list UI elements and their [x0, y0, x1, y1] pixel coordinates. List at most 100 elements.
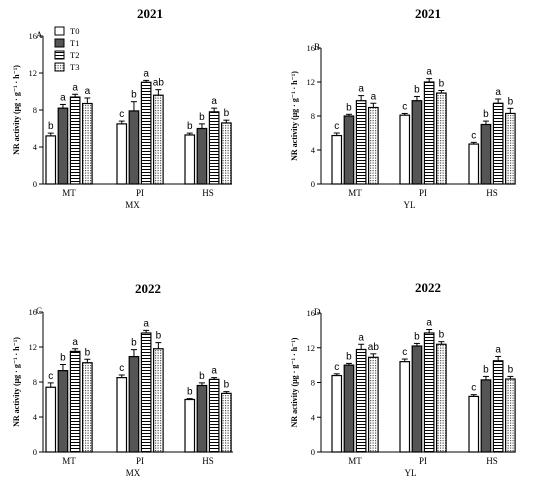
- bar-t1-pi: [411, 100, 423, 185]
- category-label: MT: [62, 456, 76, 466]
- bar-t3-pi: [153, 94, 164, 185]
- significance-letter: b: [439, 79, 445, 90]
- panel-letter: C: [36, 306, 42, 316]
- bar-t1-pi: [128, 110, 140, 185]
- significance-letter: b: [187, 387, 193, 398]
- bar-t0-hs: [468, 143, 480, 185]
- chart-title: 2021: [137, 6, 163, 21]
- category-label: PI: [419, 188, 427, 198]
- bar-t3-mt: [81, 362, 93, 453]
- bar-t0-pi: [116, 123, 128, 185]
- bar-t2-pi: [423, 81, 435, 185]
- chart-title: 2022: [135, 281, 161, 296]
- bar-t0-mt: [45, 135, 57, 185]
- bar-t3-hs: [505, 378, 516, 453]
- bar-t0-mt: [331, 134, 343, 185]
- bar-t2-mt: [69, 350, 81, 453]
- bar-t3-mt: [368, 356, 379, 453]
- significance-letter: a: [426, 67, 432, 78]
- y-axis-label: NR activity (μg · g⁻¹ · h⁻¹): [12, 337, 21, 427]
- bar-t2-hs: [492, 360, 504, 453]
- bar-t1-hs: [196, 384, 208, 453]
- y-tick-label: 16: [307, 43, 316, 53]
- bar-t1-hs: [196, 127, 208, 185]
- significance-letter: c: [119, 363, 124, 374]
- significance-letter: b: [224, 108, 230, 119]
- bar-t1-pi: [128, 356, 140, 453]
- bar-t2-hs: [208, 378, 220, 453]
- significance-letter: ab: [368, 342, 380, 353]
- bar-t0-mt: [331, 374, 343, 453]
- bar-t2-hs: [492, 102, 504, 185]
- significance-letter: a: [426, 318, 432, 329]
- category-label: MT: [348, 456, 362, 466]
- panels-layer: 2021 A 0 4 8 12 16 NR activity (μg · g⁻¹ · h⁻¹)…: [12, 6, 516, 478]
- x-axis-label: YL: [404, 200, 416, 210]
- y-tick-label: 16: [29, 31, 38, 41]
- significance-letter: b: [199, 112, 205, 123]
- significance-letter: c: [402, 101, 407, 112]
- bar-t2-mt: [355, 348, 367, 453]
- y-tick-label: 0: [33, 179, 37, 189]
- category-label: HS: [486, 188, 498, 198]
- significance-letter: a: [211, 366, 217, 377]
- significance-letter: a: [371, 91, 377, 102]
- significance-letter: b: [199, 371, 205, 382]
- significance-letter: c: [334, 362, 339, 373]
- significance-letter: c: [471, 383, 476, 394]
- category-label: PI: [136, 456, 144, 466]
- bar-t1-mt: [57, 370, 69, 453]
- y-tick-label: 0: [311, 179, 315, 189]
- significance-letter: a: [211, 96, 217, 107]
- y-tick-label: 16: [29, 307, 38, 317]
- significance-letter: c: [402, 347, 407, 358]
- bar-t0-hs: [184, 398, 196, 453]
- bar-t2-pi: [423, 332, 435, 453]
- significance-letter: b: [346, 102, 352, 113]
- y-axis-label: NR activity (μg · g⁻¹ · h⁻¹): [290, 337, 299, 427]
- chart-panel-a: 2021 A 0 4 8 12 16 NR activity (μg · g⁻¹ · h⁻¹)…: [12, 6, 232, 210]
- significance-letter: a: [143, 68, 149, 79]
- legend-swatch-t2: [54, 50, 65, 60]
- y-tick-label: 0: [311, 447, 315, 457]
- bar-t0-pi: [399, 114, 411, 185]
- x-axis-label: MX: [125, 200, 140, 210]
- y-tick-label: 8: [311, 111, 315, 121]
- significance-letter: ab: [153, 78, 165, 89]
- bar-t1-hs: [480, 123, 492, 185]
- significance-letter: a: [60, 92, 66, 103]
- panel-letter: B: [314, 42, 320, 52]
- bar-t1-pi: [411, 345, 423, 453]
- bar-t1-mt: [343, 364, 355, 453]
- y-tick-label: 8: [33, 105, 37, 115]
- category-label: HS: [202, 456, 214, 466]
- y-tick-label: 8: [33, 377, 37, 387]
- significance-letter: c: [119, 109, 124, 120]
- bar-t0-hs: [468, 395, 480, 453]
- significance-letter: a: [358, 84, 364, 95]
- bar-t2-pi: [140, 81, 152, 185]
- bar-t2-hs: [208, 111, 220, 185]
- significance-letter: a: [143, 318, 149, 329]
- bar-t3-mt: [368, 106, 379, 185]
- significance-letter: b: [156, 331, 162, 342]
- y-tick-label: 4: [33, 412, 38, 422]
- bar-t1-mt: [57, 107, 69, 185]
- y-tick-label: 12: [307, 77, 316, 87]
- significance-letter: c: [471, 130, 476, 141]
- bar-t3-hs: [505, 112, 516, 185]
- significance-letter: b: [224, 380, 230, 391]
- significance-letter: a: [85, 86, 91, 97]
- bar-t3-hs: [221, 392, 232, 453]
- bar-t2-pi: [140, 332, 152, 453]
- chart-title: 2022: [415, 280, 441, 295]
- significance-letter: b: [60, 353, 66, 364]
- bar-t2-mt: [355, 100, 367, 185]
- significance-letter: a: [72, 82, 78, 93]
- significance-letter: b: [508, 364, 514, 375]
- category-label: PI: [136, 188, 144, 198]
- category-label: MT: [348, 188, 362, 198]
- significance-letter: a: [72, 337, 78, 348]
- significance-letter: a: [358, 332, 364, 343]
